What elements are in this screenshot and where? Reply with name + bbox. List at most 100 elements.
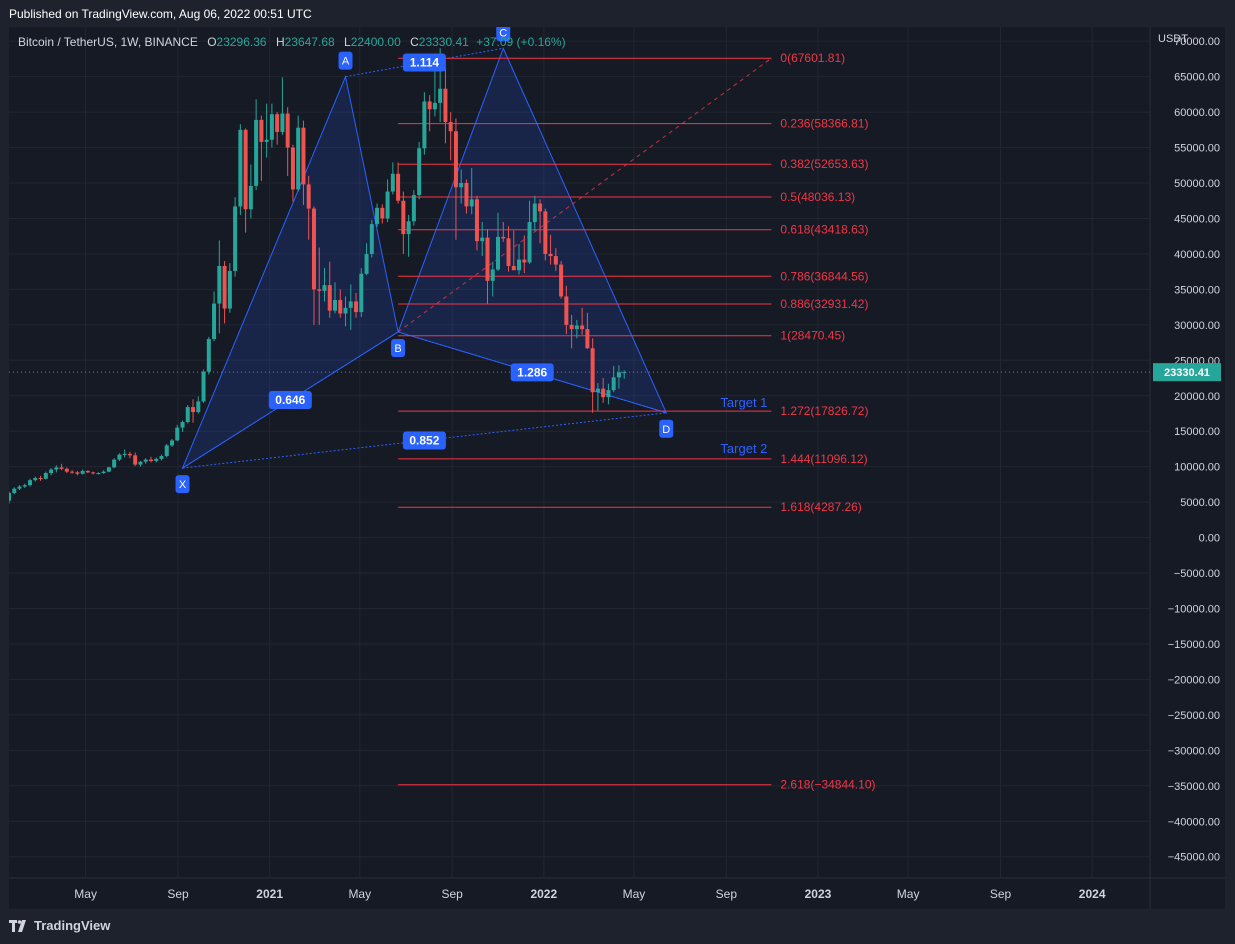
candle-body xyxy=(227,270,232,309)
candle-body xyxy=(191,407,196,413)
close-label: C xyxy=(410,35,419,49)
candle-body xyxy=(464,183,469,207)
y-tick-label: 45000.00 xyxy=(1174,213,1220,225)
pattern-point-label: X xyxy=(179,479,187,491)
candle-body xyxy=(238,129,243,207)
low-value: 22400.00 xyxy=(350,35,401,49)
candle-body xyxy=(91,472,96,474)
chart-canvas[interactable]: 0(67601.81) 0.236(58366.81) 0.382(52653.63… xyxy=(9,27,1225,909)
candle-body xyxy=(427,101,432,110)
candle-body xyxy=(606,390,611,398)
candle-body xyxy=(559,264,564,297)
candle-body xyxy=(280,113,285,132)
candle-body xyxy=(254,119,259,186)
candle-body xyxy=(133,455,138,465)
ratio-label: 0.852 xyxy=(409,433,439,447)
candle-body xyxy=(185,407,190,423)
candle-body xyxy=(569,324,574,330)
fib-level-label: 1(28470.45) xyxy=(780,329,845,343)
pattern-point-bg xyxy=(659,419,674,438)
candle-body xyxy=(154,458,159,462)
pattern-point-label: B xyxy=(394,343,401,355)
candle-body xyxy=(28,480,33,486)
candle-body xyxy=(143,459,148,462)
candle-body xyxy=(275,114,280,132)
target-label: Target 2 xyxy=(720,441,767,456)
candle-body xyxy=(285,113,290,148)
candle-body xyxy=(411,195,416,222)
candle-body xyxy=(369,224,374,254)
fib-level-label: 0.786(36844.56) xyxy=(780,269,868,283)
candle-body xyxy=(180,422,185,428)
candle-body xyxy=(469,199,474,207)
candle-body xyxy=(359,273,364,313)
candle-body xyxy=(33,478,38,481)
y-tick-label: −5000.00 xyxy=(1174,568,1220,580)
candle-body xyxy=(301,127,306,185)
candle-body xyxy=(601,388,606,398)
candle-body xyxy=(64,468,69,472)
chart-panel[interactable]: 0(67601.81) 0.236(58366.81) 0.382(52653.63… xyxy=(9,27,1225,909)
footer-brand-text: TradingView xyxy=(34,918,111,933)
candle-body xyxy=(622,372,627,374)
candle-body xyxy=(196,401,201,413)
candle-body xyxy=(580,325,585,330)
candle-body xyxy=(453,131,458,188)
fib-level-label: 2.618(−34844.10) xyxy=(780,778,875,792)
close-value: 23330.41 xyxy=(418,35,469,49)
fib-level-label: 0.886(32931.42) xyxy=(780,297,868,311)
candle-body xyxy=(96,473,101,475)
y-tick-label: −30000.00 xyxy=(1168,745,1220,757)
candle-body xyxy=(532,203,537,223)
candle-body xyxy=(222,265,227,309)
candle-body xyxy=(522,259,527,263)
candle-body xyxy=(390,173,395,192)
x-tick-label: May xyxy=(897,887,920,901)
y-tick-label: −15000.00 xyxy=(1168,639,1220,651)
candle-body xyxy=(417,148,422,196)
candle-body xyxy=(438,88,443,103)
candle-body xyxy=(290,147,295,190)
candle-body xyxy=(538,203,543,212)
target-label: Target 1 xyxy=(720,395,767,410)
fib-level-label: 1.618(4287.26) xyxy=(780,500,861,514)
y-tick-label: −25000.00 xyxy=(1168,710,1220,722)
candle-body xyxy=(590,348,595,393)
pattern-point-label: D xyxy=(662,424,670,436)
pattern-point-bg xyxy=(175,475,190,494)
candle-body xyxy=(459,183,464,188)
candle-body xyxy=(117,454,122,460)
candle-body xyxy=(212,303,217,340)
footer-brand[interactable]: TradingView xyxy=(9,918,110,933)
symbol-title[interactable]: Bitcoin / TetherUS, 1W, BINANCE xyxy=(18,35,198,49)
published-note: Published on TradingView.com, Aug 06, 20… xyxy=(9,7,312,21)
candle-body xyxy=(480,237,485,242)
candle-body xyxy=(380,207,385,219)
x-tick-label: 2024 xyxy=(1079,887,1106,901)
ratio-label-bg xyxy=(268,391,312,410)
candle-body xyxy=(474,199,479,242)
tradingview-logo-icon xyxy=(9,919,26,932)
candle-body xyxy=(511,265,516,271)
y-tick-label: −20000.00 xyxy=(1168,674,1220,686)
candle-body xyxy=(264,139,269,142)
candle-body xyxy=(127,453,132,456)
candle-body xyxy=(553,256,558,265)
candle-body xyxy=(233,206,238,271)
candle-body xyxy=(343,307,348,314)
candle-body xyxy=(448,122,453,132)
ratio-label-bg xyxy=(510,363,554,382)
candle-body xyxy=(101,471,106,474)
y-tick-label: −40000.00 xyxy=(1168,816,1220,828)
candle-body xyxy=(327,285,332,311)
pattern-point-bg xyxy=(338,51,353,70)
fib-level-label: 1.272(17826.72) xyxy=(780,404,868,418)
candle-body xyxy=(396,173,401,201)
candle-body xyxy=(485,237,490,281)
pattern-point-bg xyxy=(496,27,511,42)
x-tick-label: Sep xyxy=(167,887,189,901)
candle-body xyxy=(574,325,579,330)
candle-body xyxy=(490,269,495,281)
candle-body xyxy=(70,471,75,473)
candle-body xyxy=(611,377,616,391)
